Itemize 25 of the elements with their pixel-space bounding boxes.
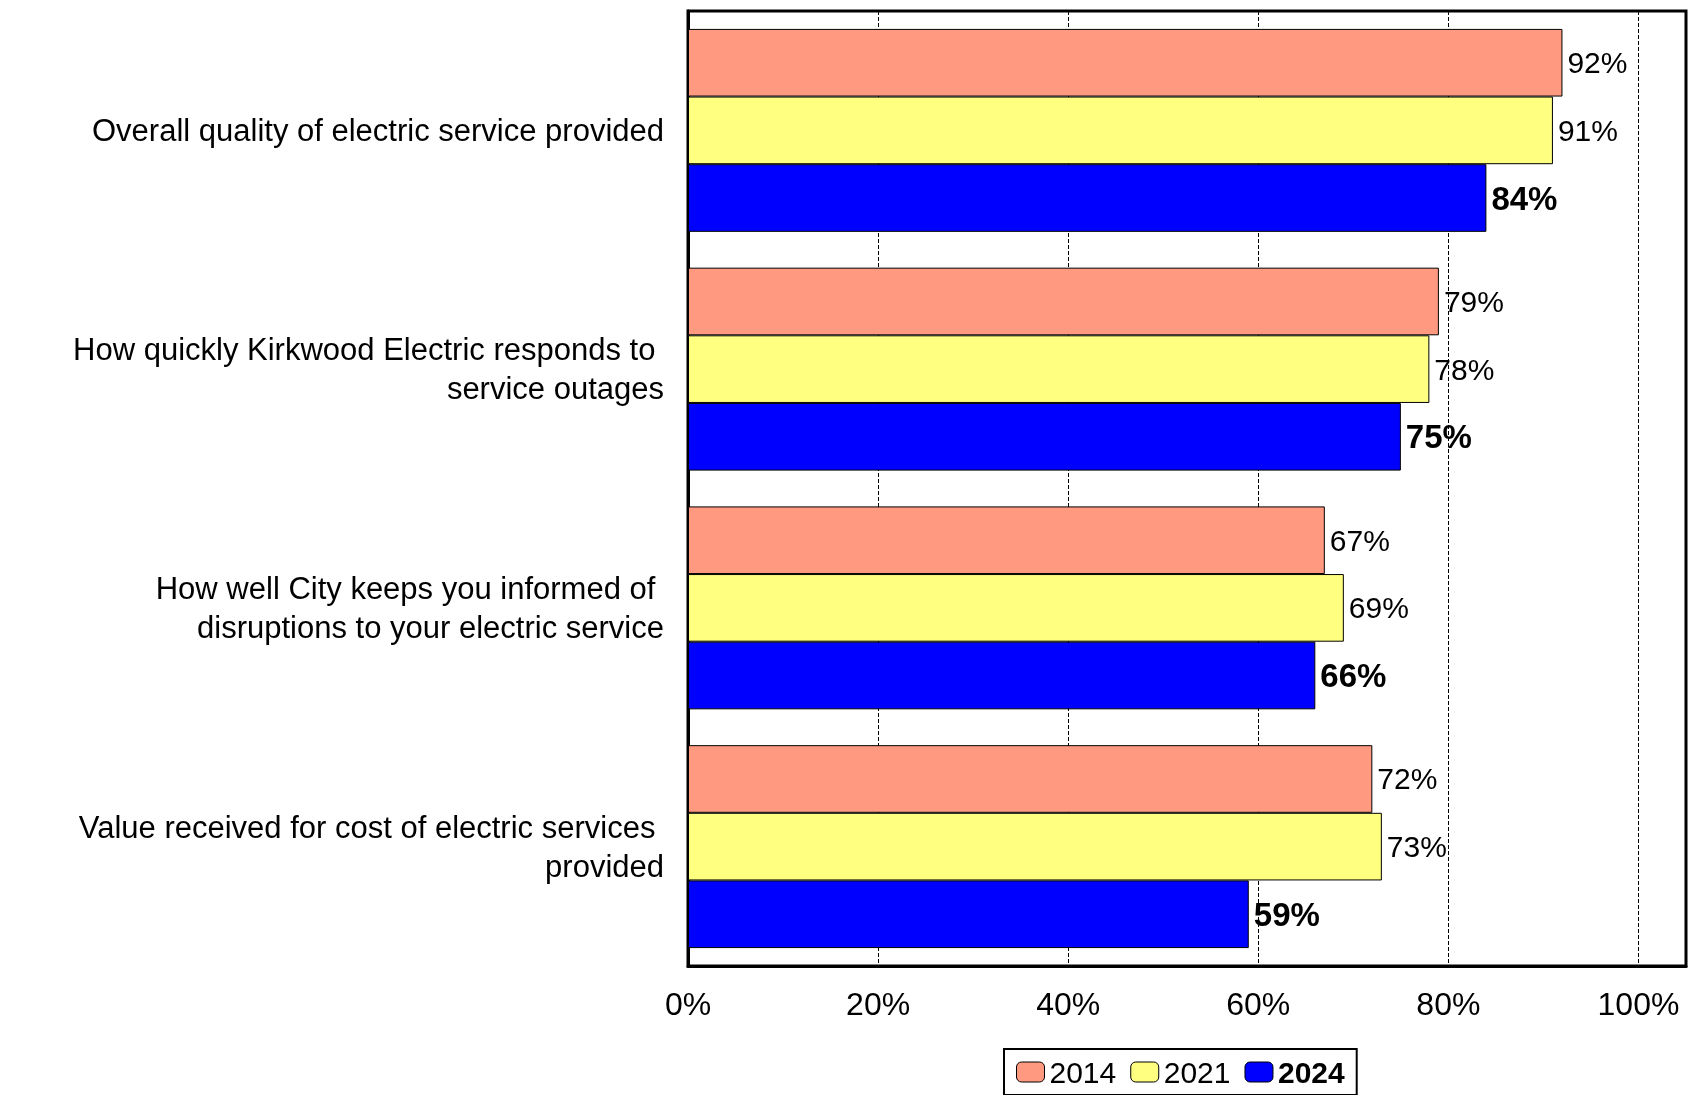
legend-label: 2021 xyxy=(1163,1055,1231,1089)
x-tick-label: 40% xyxy=(1036,986,1101,1022)
data-label: 78% xyxy=(1434,352,1495,386)
x-tick-label: 60% xyxy=(1226,986,1291,1022)
y-tick-label: Overall quality of electric service provided xyxy=(91,112,664,148)
legend-label: 2014 xyxy=(1049,1055,1117,1089)
x-tick-label: 0% xyxy=(664,986,712,1022)
data-label: 59% xyxy=(1253,895,1320,933)
y-tick-label: Value received for cost of electric services provided xyxy=(78,809,664,884)
y-tick-label: How well City keeps you informed of disruptions to your electric service xyxy=(155,570,664,645)
data-label: 67% xyxy=(1329,523,1390,557)
data-label: 75% xyxy=(1405,418,1472,456)
data-label: 73% xyxy=(1386,830,1447,864)
data-label: 72% xyxy=(1377,762,1438,796)
x-tick-label: 80% xyxy=(1416,986,1481,1022)
y-tick-label: How quickly Kirkwood Electric responds to service outages xyxy=(73,332,664,407)
legend-label: 2024 xyxy=(1277,1055,1346,1089)
data-label: 66% xyxy=(1320,657,1387,695)
x-tick-label: 100% xyxy=(1597,986,1680,1022)
data-label: 91% xyxy=(1557,113,1618,147)
data-label: 69% xyxy=(1348,591,1409,625)
x-tick-label: 20% xyxy=(846,986,911,1022)
data-label: 84% xyxy=(1491,179,1558,217)
data-label: 92% xyxy=(1567,46,1628,80)
data-label: 79% xyxy=(1443,284,1504,318)
